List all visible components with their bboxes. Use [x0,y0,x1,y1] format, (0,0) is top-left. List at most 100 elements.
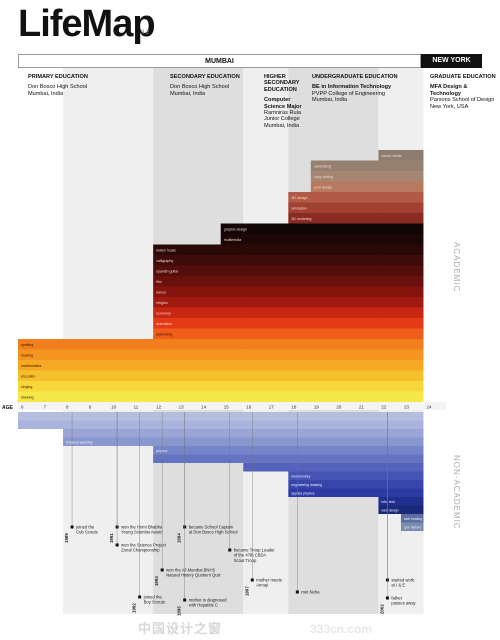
academic-series-3d-design [288,192,424,203]
event-text: met Neha [301,590,320,595]
academic-series-copy-writing [310,171,424,182]
series-label: swimming [156,332,172,336]
event-text: won the All Mumbai BNHS [166,568,215,573]
section-subtitle: BE in Information Technology [312,84,392,91]
academic-series-drawing [18,391,424,402]
event-text: Boy Scouts [144,600,165,605]
side-label-academic: ACADEMIC [452,242,461,293]
event-text: mother meets [256,578,282,583]
non-academic-series-info-tech [378,497,424,506]
x-tick-label: 16 [246,405,252,410]
age-axis-strip [18,402,446,410]
non-academic-series-physics [153,446,424,455]
academic-series-graphic-design [220,223,424,234]
academic-series-swimming [153,328,424,339]
academic-series-economy [153,307,424,318]
series-label: reading [21,353,33,357]
series-label: elocution [21,374,35,378]
academic-series-indian-music [153,244,424,255]
series-label: religious teaching [66,440,93,444]
event-marker [160,568,164,572]
x-tick-label: 17 [269,405,275,410]
event-marker [250,578,254,582]
series-label: dance [156,290,166,294]
series-label: multimedia [224,238,241,242]
series-label: print design [314,185,333,189]
section-primary-education: PRIMARY EDUCATION Don Bosco High School M… [28,74,138,97]
event-text: started work [391,578,415,583]
non-academic-series-band-2 [63,429,424,438]
non-academic-series-band-1 [18,420,424,429]
event-text: at I & E [391,583,405,588]
academic-series-mathematics [18,360,424,371]
series-label: 3D modeling [291,217,311,221]
event-text: Cub Scouts [76,530,98,535]
location-band-new-york: NEW YORK [421,54,482,68]
academic-series-film [153,276,424,287]
academic-series-dramatics [153,318,424,329]
event-text: won the Homi Bhabha [121,525,163,530]
series-label: animation [291,206,307,210]
academic-series-3d-modeling [288,213,424,224]
event-year: 1997 [244,586,249,596]
event-marker [115,543,119,547]
non-academic-series-engineering-drawing [288,480,424,489]
series-label: web design [381,508,398,512]
event-text: father [391,596,402,601]
series-label: economy [156,311,171,315]
event-year: 1993 [154,576,159,586]
x-tick-label: 6 [21,405,24,410]
series-label: drawing [21,395,34,399]
section-title: PRIMARY EDUCATION [28,74,88,80]
event-year: 1992 [132,603,137,613]
event-marker [385,596,389,600]
x-tick-label: 9 [89,405,92,410]
academic-series-elocution [18,370,424,381]
event-marker [228,548,232,552]
section-line: Don Bosco High School [170,84,230,91]
x-tick-label: 14 [201,405,207,410]
event-text: won the Science Project [121,543,167,548]
academic-series-social-media [378,150,424,161]
event-text: of the 47th CBDA [234,553,267,558]
event-text: at Don Bosco High School [189,530,238,535]
series-label: indian music [156,248,176,252]
event-year: 2002 [379,604,384,614]
section-title: HIGHER SECONDARY EDUCATION [264,74,300,93]
series-label: dramatics [156,322,172,326]
section-title: UNDERGRADUATE EDUCATION [312,74,398,80]
section-title: SECONDARY EDUCATION [170,74,240,80]
footer-watermark: 中国设计之窗 333cn.com [0,612,500,640]
version-label: 3.2 [141,30,150,36]
x-tick-label: 22 [381,405,387,410]
section-line: Mumbai, India [312,97,348,104]
section-secondary-education: SECONDARY EDUCATION Don Bosco High Schoo… [170,74,255,97]
x-tick-label: 7 [44,405,47,410]
series-label: mathematics [21,364,42,368]
academic-series-spanish-guitar [153,265,424,276]
section-line: Ramniras Ruia [264,110,301,117]
non-academic-series-band-6 [243,463,424,472]
non-academic-series-applied-physics [288,488,424,497]
event-text: became Troop Leader [234,548,276,553]
series-label: spanish guitar [156,269,179,273]
series-label: singing [21,385,32,389]
x-tick-label: 20 [336,405,342,410]
section-line: Junior College [264,116,300,123]
non-academic-series-band-0 [18,412,424,421]
series-label: gov. history [404,525,421,529]
series-label: physics [156,449,168,453]
event-year: 1994 [177,533,182,543]
x-tick-label: 23 [404,405,410,410]
series-label: spelling [21,343,33,347]
series-label: applied physics [291,491,314,495]
academic-series-dance [153,286,424,297]
event-text: joined the [143,595,163,600]
series-label: religion [156,301,168,305]
non-academic-series-web-hosting [400,514,424,523]
x-tick-label: 18 [291,405,297,410]
section-graduate-education: GRADUATE EDUCATION MFA Design & Technolo… [430,74,496,110]
section-line: Parsons School of Design [430,97,495,104]
academic-series-calligraphy [153,255,424,266]
